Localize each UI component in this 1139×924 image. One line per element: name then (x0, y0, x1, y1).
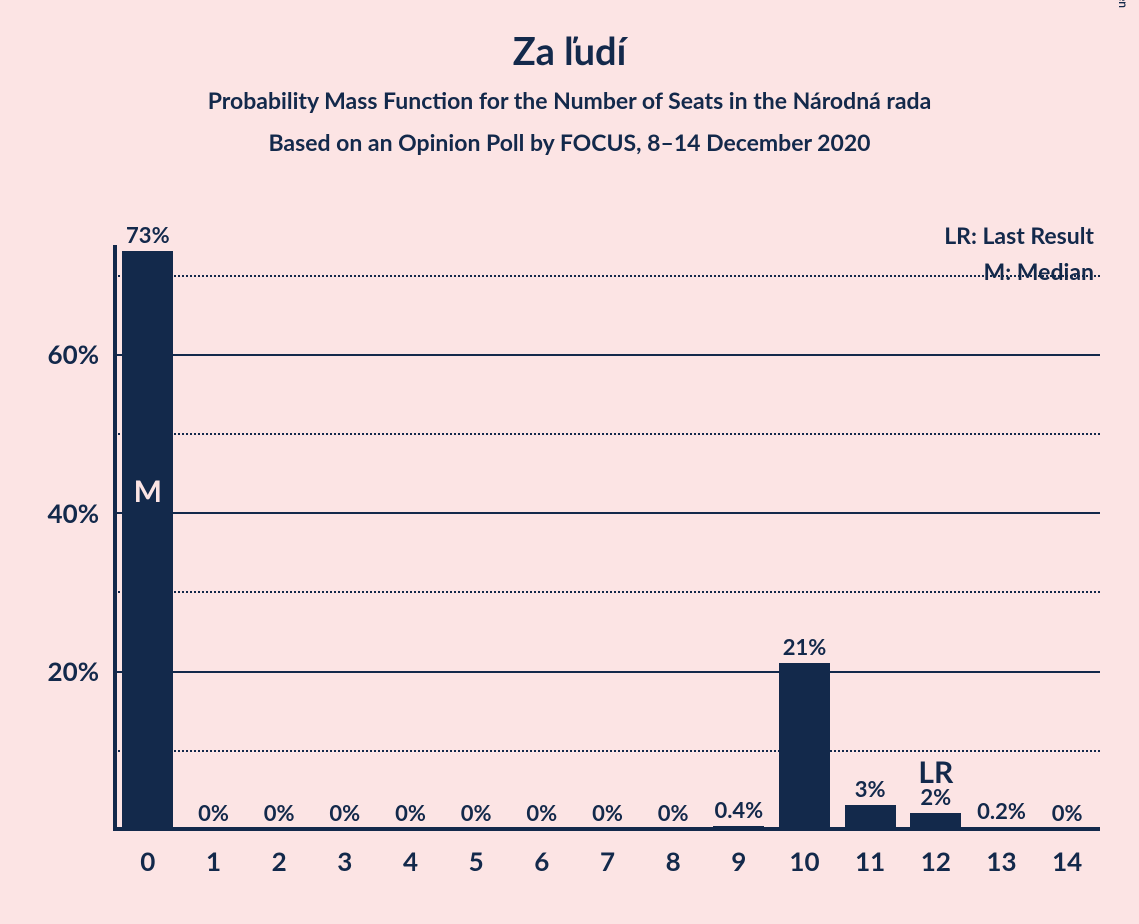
bar-value-label: 21% (772, 633, 838, 660)
bar (976, 827, 1027, 829)
x-tick-label: 10 (772, 845, 838, 877)
y-tick-label: 60% (19, 338, 99, 370)
gridline-minor (115, 275, 1100, 277)
gridline-minor (115, 750, 1100, 752)
bar (845, 805, 896, 829)
gridline-minor (115, 591, 1100, 593)
x-tick-label: 14 (1034, 845, 1100, 877)
bar (910, 813, 961, 829)
y-tick-label: 20% (19, 655, 99, 687)
bar (779, 663, 830, 829)
x-tick-label: 9 (706, 845, 772, 877)
gridline-major (115, 671, 1100, 673)
bar-value-label: 0% (509, 799, 575, 826)
x-tick-label: 7 (575, 845, 641, 877)
bar-value-label: 0% (640, 799, 706, 826)
x-tick-label: 8 (640, 845, 706, 877)
x-tick-label: 12 (903, 845, 969, 877)
bar-value-label: 0% (1034, 799, 1100, 826)
pmf-bar-chart: 20%40%60%73%00%10%20%30%40%50%60%70%80.4… (115, 235, 1100, 829)
gridline-major (115, 354, 1100, 356)
x-tick-label: 2 (246, 845, 312, 877)
bar-value-label: 0% (181, 799, 247, 826)
chart-subtitle-1: Probability Mass Function for the Number… (0, 86, 1139, 114)
legend-median: M: Median (984, 257, 1094, 285)
y-tick-label: 40% (19, 497, 99, 529)
bar-value-label: 0.2% (969, 797, 1035, 824)
chart-subtitle-2: Based on an Opinion Poll by FOCUS, 8–14 … (0, 128, 1139, 156)
x-tick-label: 13 (969, 845, 1035, 877)
x-tick-label: 3 (312, 845, 378, 877)
legend-last-result: LR: Last Result (944, 221, 1094, 249)
chart-title: Za ľudí (0, 28, 1139, 74)
median-marker: M (122, 473, 173, 509)
x-tick-label: 6 (509, 845, 575, 877)
y-axis (113, 245, 117, 829)
bar-value-label: 0% (312, 799, 378, 826)
bar-value-label: 0.4% (706, 796, 772, 823)
bar-value-label: 0% (378, 799, 444, 826)
bar-value-label: 0% (443, 799, 509, 826)
x-tick-label: 0 (115, 845, 181, 877)
bar-value-label: 0% (575, 799, 641, 826)
bar (122, 251, 173, 829)
copyright-text: © 2020 Filip van Laenen (1116, 0, 1131, 8)
x-tick-label: 5 (443, 845, 509, 877)
bar-value-label: 0% (246, 799, 312, 826)
x-tick-label: 1 (181, 845, 247, 877)
last-result-marker: LR (890, 754, 982, 790)
bar (713, 826, 764, 829)
x-tick-label: 4 (378, 845, 444, 877)
bar-value-label: 73% (115, 221, 181, 248)
x-tick-label: 11 (837, 845, 903, 877)
gridline-major (115, 512, 1100, 514)
gridline-minor (115, 433, 1100, 435)
